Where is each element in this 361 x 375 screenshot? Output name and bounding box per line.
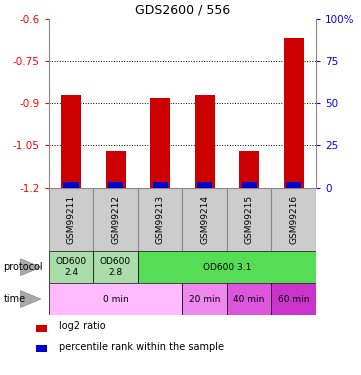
Bar: [227, 283, 271, 315]
Text: 20 min: 20 min: [189, 295, 220, 304]
Bar: [93, 251, 138, 283]
Bar: [36, 326, 47, 332]
Title: GDS2600 / 556: GDS2600 / 556: [135, 3, 230, 16]
Bar: [195, 95, 214, 188]
Bar: [49, 283, 182, 315]
Bar: [108, 183, 123, 188]
Text: GSM99211: GSM99211: [66, 195, 75, 244]
Text: percentile rank within the sample: percentile rank within the sample: [59, 342, 224, 351]
Bar: [271, 188, 316, 251]
Bar: [242, 183, 257, 188]
Text: time: time: [4, 294, 26, 304]
Text: protocol: protocol: [4, 262, 43, 272]
Bar: [150, 98, 170, 188]
Bar: [49, 251, 93, 283]
Bar: [284, 39, 304, 188]
Polygon shape: [21, 291, 41, 308]
Bar: [227, 188, 271, 251]
Bar: [61, 95, 81, 188]
Text: GSM99212: GSM99212: [111, 195, 120, 244]
Text: OD600 3.1: OD600 3.1: [203, 263, 251, 272]
Text: 60 min: 60 min: [278, 295, 309, 304]
Bar: [138, 251, 316, 283]
Bar: [271, 283, 316, 315]
Bar: [36, 345, 47, 352]
Text: 40 min: 40 min: [234, 295, 265, 304]
Bar: [239, 151, 259, 188]
Bar: [93, 188, 138, 251]
Bar: [49, 188, 93, 251]
Text: log2 ratio: log2 ratio: [59, 321, 106, 331]
Bar: [286, 183, 301, 188]
Text: OD600
2.4: OD600 2.4: [56, 258, 87, 277]
Text: OD600
2.8: OD600 2.8: [100, 258, 131, 277]
Bar: [197, 183, 212, 188]
Text: 0 min: 0 min: [103, 295, 129, 304]
Bar: [138, 188, 182, 251]
Bar: [64, 183, 78, 188]
Polygon shape: [21, 259, 41, 276]
Text: GSM99213: GSM99213: [156, 195, 165, 244]
Text: GSM99216: GSM99216: [289, 195, 298, 244]
Text: GSM99215: GSM99215: [245, 195, 253, 244]
Bar: [153, 183, 168, 188]
Bar: [182, 283, 227, 315]
Bar: [105, 151, 126, 188]
Text: GSM99214: GSM99214: [200, 195, 209, 244]
Bar: [182, 188, 227, 251]
